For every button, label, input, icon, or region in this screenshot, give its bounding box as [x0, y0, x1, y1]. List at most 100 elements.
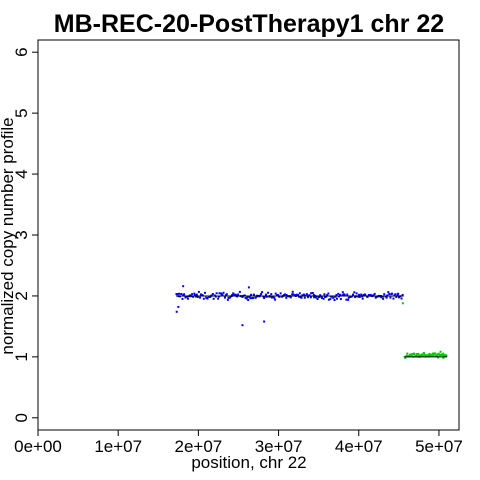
data-point: [392, 297, 395, 300]
data-point: [437, 356, 440, 359]
x-tick-label: 0e+00: [14, 437, 62, 456]
data-point: [415, 352, 418, 355]
segment-lines: [175, 295, 447, 358]
data-point: [355, 292, 358, 295]
data-point: [225, 293, 228, 296]
data-point: [417, 352, 420, 355]
data-point: [347, 296, 350, 299]
y-axis: 0 1 2 3 4 5 6: [12, 47, 38, 423]
data-point: [218, 292, 221, 295]
data-point: [339, 298, 342, 301]
data-point: [206, 297, 209, 300]
data-point: [237, 293, 240, 296]
data-point: [250, 293, 253, 296]
data-point: [306, 296, 309, 299]
data-point: [274, 298, 277, 301]
data-point: [200, 293, 203, 296]
data-point: [335, 297, 338, 300]
data-point: [318, 295, 321, 298]
data-point: [270, 296, 273, 299]
data-point: [270, 293, 273, 296]
data-point: [243, 294, 246, 297]
data-point: [323, 293, 326, 296]
data-point: [211, 293, 214, 296]
data-point: [349, 295, 352, 298]
data-point: [439, 354, 442, 357]
data-point: [347, 298, 350, 301]
data-point: [215, 292, 218, 295]
data-point: [247, 286, 250, 289]
data-point: [263, 320, 266, 323]
data-point: [244, 296, 247, 299]
data-point: [395, 296, 398, 299]
data-point: [322, 297, 325, 300]
data-point: [265, 295, 268, 298]
data-point: [302, 293, 305, 296]
x-tick-label: 1e+07: [94, 437, 142, 456]
data-point: [384, 295, 387, 298]
data-point: [199, 296, 202, 299]
data-point: [320, 296, 323, 299]
data-point: [285, 293, 288, 296]
data-point: [267, 291, 270, 294]
data-point: [428, 352, 431, 355]
data-point: [221, 293, 224, 296]
y-tick-label: 5: [12, 108, 31, 117]
data-point: [241, 324, 244, 327]
data-point: [226, 298, 229, 301]
data-point: [252, 297, 255, 300]
data-point: [196, 295, 199, 298]
data-point: [224, 294, 227, 297]
data-point: [361, 297, 364, 300]
data-point: [191, 293, 194, 296]
data-point: [193, 292, 196, 295]
data-point: [441, 354, 444, 357]
data-point: [212, 297, 215, 300]
data-point: [300, 296, 303, 299]
data-point: [375, 296, 378, 299]
data-point: [350, 295, 353, 298]
data-point: [421, 353, 424, 356]
data-point: [262, 295, 265, 298]
data-point: [186, 295, 189, 298]
x-tick-label: 2e+07: [175, 437, 223, 456]
data-point: [393, 294, 396, 297]
data-point: [241, 295, 244, 298]
y-tick-label: 2: [12, 291, 31, 300]
data-point: [358, 295, 361, 298]
data-point: [249, 297, 252, 300]
data-point: [229, 295, 232, 298]
data-point: [401, 293, 404, 296]
chart-title: MB-REC-20-PostTherapy1 chr 22: [54, 10, 444, 38]
data-point: [233, 293, 236, 296]
x-tick-label: 5e+07: [415, 437, 463, 456]
data-point: [228, 296, 231, 299]
data-point: [319, 294, 322, 297]
data-point: [373, 292, 376, 295]
data-point: [400, 297, 403, 300]
y-tick-label: 1: [12, 352, 31, 361]
data-point: [218, 295, 221, 298]
data-point: [205, 296, 208, 299]
data-point: [329, 298, 332, 301]
data-point: [327, 298, 330, 301]
data-point: [430, 354, 433, 357]
data-point: [276, 293, 279, 296]
data-point: [372, 294, 375, 297]
y-tick-label: 4: [12, 169, 31, 178]
data-point: [413, 353, 416, 356]
data-point: [222, 291, 225, 294]
data-point: [338, 295, 341, 298]
data-point: [214, 295, 217, 298]
data-point: [263, 295, 266, 298]
data-point: [298, 295, 301, 298]
data-point: [357, 295, 360, 298]
data-point: [320, 295, 323, 298]
data-point: [246, 296, 249, 299]
data-point: [195, 293, 198, 296]
data-point: [432, 352, 435, 355]
plot-frame: [37, 39, 460, 431]
data-point: [181, 297, 184, 300]
data-point: [421, 354, 424, 357]
data-point: [436, 354, 439, 357]
